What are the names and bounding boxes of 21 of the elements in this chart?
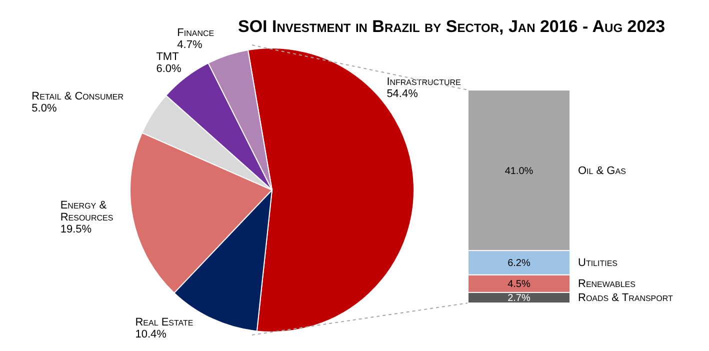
slice-label: Real Estate (135, 316, 194, 329)
data-label: 4.7% (177, 38, 202, 51)
data-label: 10.4% (135, 328, 167, 341)
series-label: Roads & Transport (578, 292, 674, 304)
data-label: 19.5% (60, 224, 92, 236)
data-label: 54.4% (386, 88, 418, 100)
data-label: 4.5% (508, 279, 531, 290)
series-label: Renewables (578, 278, 636, 290)
data-label: 6.2% (508, 258, 531, 270)
slice-label: Retail & Consumer (32, 90, 124, 103)
slice-label: Energy & Resources (60, 200, 114, 224)
data-label: 6.0% (156, 63, 182, 76)
slice-label: Finance (177, 26, 214, 39)
slice-label: TMT (156, 51, 180, 64)
slice-label: Infrastructure (386, 76, 461, 88)
data-label: 5.0% (32, 102, 57, 115)
series-label: Utilities (578, 257, 618, 270)
chart-title: SOI Investment in Brazil by Sector, Jan 2016 - Aug 2023 (238, 17, 666, 36)
data-label: 41.0% (504, 166, 534, 177)
data-label: 2.7% (508, 293, 531, 304)
series-label: Oil & Gas (578, 164, 626, 177)
